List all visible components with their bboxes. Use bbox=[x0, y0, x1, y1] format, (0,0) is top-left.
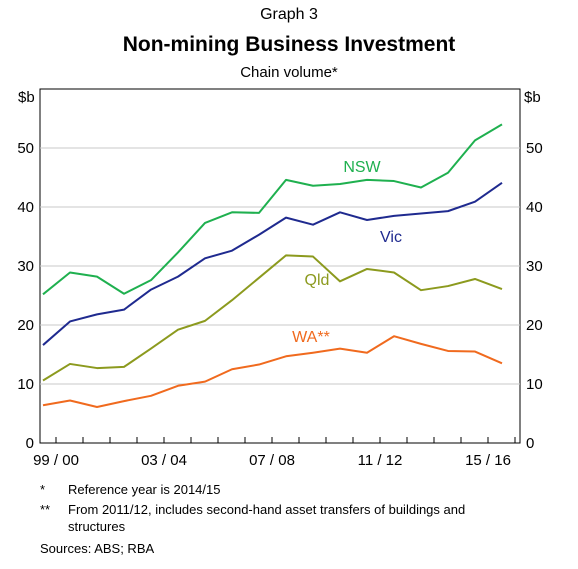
y-tick-label-left: 0 bbox=[26, 435, 34, 452]
series-labels: NSW Vic Qld WA** bbox=[292, 159, 402, 346]
y-axis-labels: 0 0 10 10 20 20 30 30 40 40 50 50 $b $b bbox=[17, 89, 542, 452]
series-label-wa: WA** bbox=[292, 329, 330, 346]
sources: Sources: ABS; RBA bbox=[40, 541, 155, 556]
series-line-nsw bbox=[42, 123, 503, 296]
x-tick-label: 07 / 08 bbox=[249, 452, 295, 469]
footnote: ** From 2011/12, includes second-hand as… bbox=[40, 501, 560, 535]
y-unit-right: $b bbox=[524, 89, 541, 106]
footnote-text: From 2011/12, includes second-hand asset… bbox=[68, 502, 466, 534]
footnotes: * Reference year is 2014/15 ** From 2011… bbox=[40, 481, 560, 538]
y-tick-label-right: 30 bbox=[526, 258, 543, 275]
footnote-text: Reference year is 2014/15 bbox=[68, 482, 221, 497]
series-label-qld: Qld bbox=[305, 272, 330, 289]
graph-number: Graph 3 bbox=[260, 6, 318, 23]
footnote: * Reference year is 2014/15 bbox=[40, 481, 560, 498]
x-tick-label: 99 / 00 bbox=[33, 452, 79, 469]
x-axis-labels: 99 / 00 03 / 04 07 / 08 11 / 12 15 / 16 bbox=[33, 452, 511, 469]
y-tick-label-left: 10 bbox=[17, 376, 34, 393]
y-tick-label-right: 0 bbox=[526, 435, 534, 452]
y-tick-label-left: 50 bbox=[17, 140, 34, 157]
y-tick-label-right: 50 bbox=[526, 140, 543, 157]
y-tick-label-left: 20 bbox=[17, 317, 34, 334]
chart-subtitle: Chain volume* bbox=[240, 64, 338, 81]
x-tick-label: 15 / 16 bbox=[465, 452, 511, 469]
x-tick-label: 03 / 04 bbox=[141, 452, 187, 469]
x-tick-label: 11 / 12 bbox=[358, 452, 403, 469]
series-line-wa bbox=[42, 335, 503, 409]
series-label-vic: Vic bbox=[380, 229, 402, 246]
y-tick-label-left: 30 bbox=[17, 258, 34, 275]
series-lines bbox=[42, 123, 503, 409]
y-tick-label-left: 40 bbox=[17, 199, 34, 216]
series-label-nsw: NSW bbox=[343, 159, 381, 176]
series-line-vic bbox=[42, 181, 503, 346]
chart-title: Non-mining Business Investment bbox=[122, 33, 456, 56]
axis-ticks bbox=[55, 437, 516, 443]
y-tick-label-right: 20 bbox=[526, 317, 543, 334]
grid-lines bbox=[40, 147, 520, 385]
y-tick-label-right: 40 bbox=[526, 199, 543, 216]
series-line-qld bbox=[42, 254, 503, 382]
y-tick-label-right: 10 bbox=[526, 376, 543, 393]
footnote-mark: * bbox=[40, 482, 46, 497]
footnote-mark: ** bbox=[40, 502, 51, 517]
y-unit-left: $b bbox=[18, 89, 35, 106]
